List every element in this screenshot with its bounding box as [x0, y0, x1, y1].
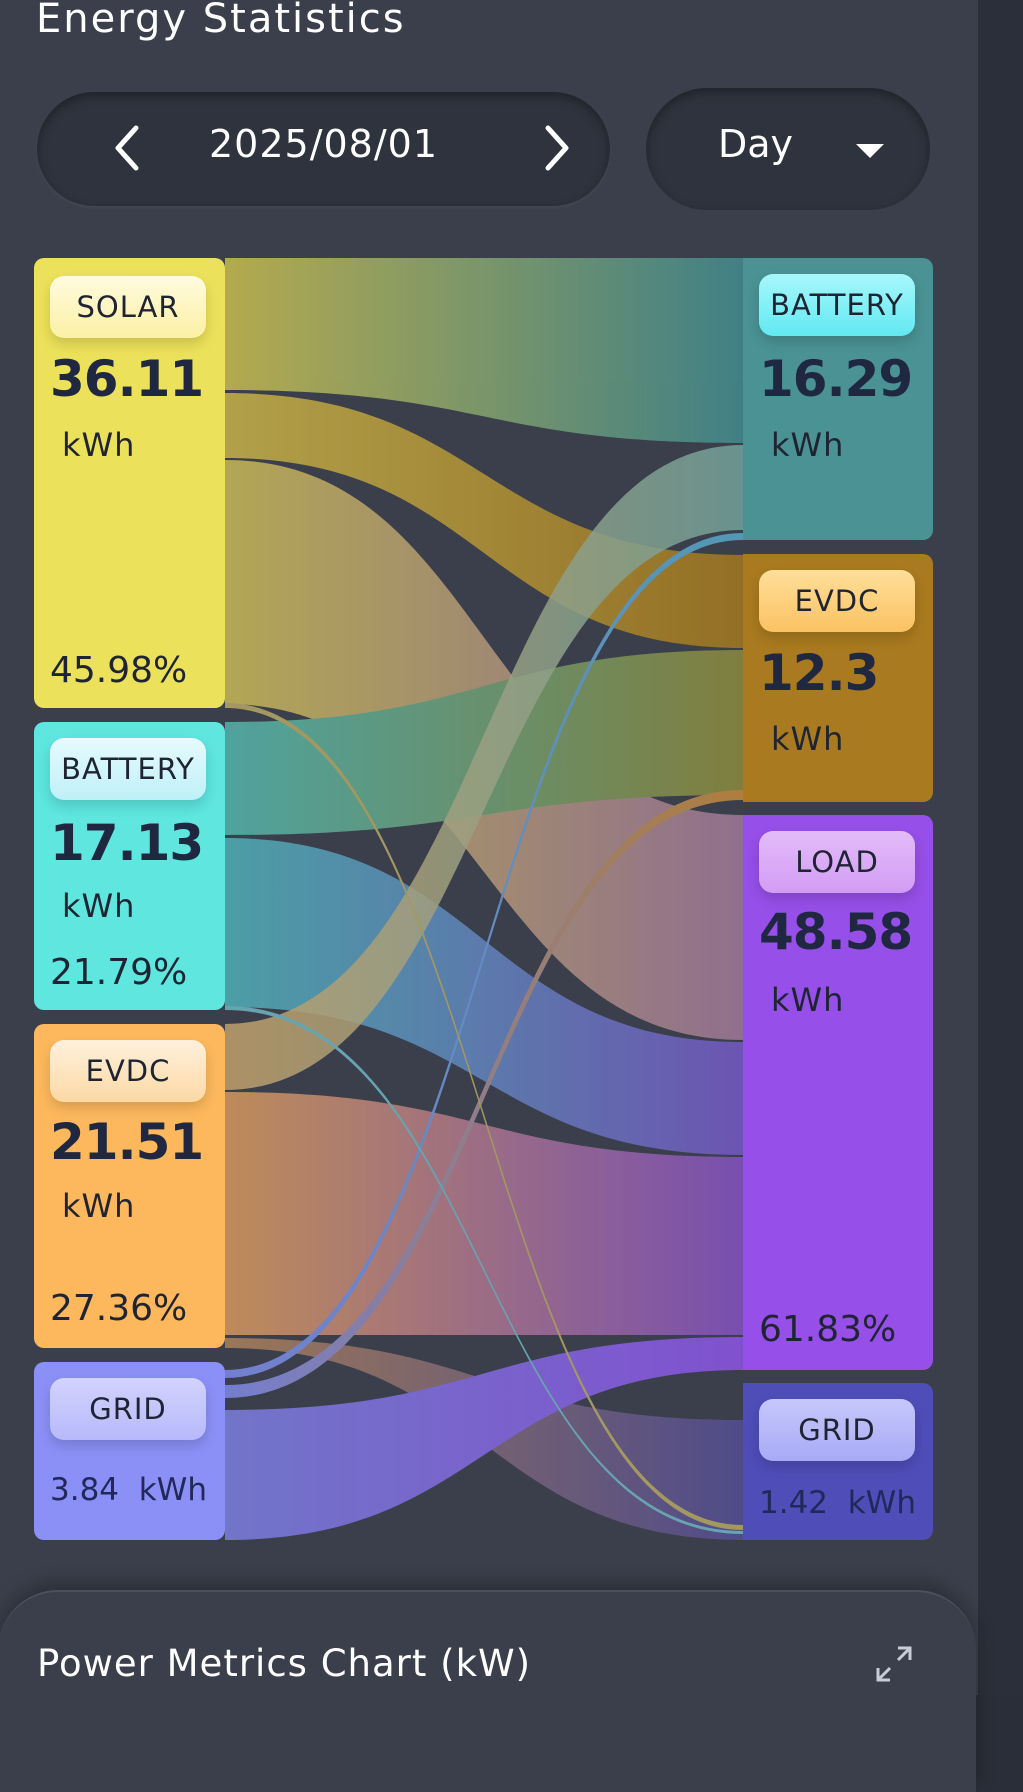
source-label-grid: GRID — [50, 1378, 206, 1440]
source-value-evdc: 21.51 — [50, 1113, 204, 1171]
prev-date-button[interactable] — [97, 116, 157, 180]
source-label-battery: BATTERY — [50, 738, 206, 800]
target-percent-load: 61.83% — [759, 1309, 897, 1350]
source-node-grid[interactable]: GRID 3.84 kWh — [34, 1362, 225, 1540]
flow-grid-battery — [225, 533, 743, 1378]
flow-solar-battery — [225, 258, 743, 443]
target-unit-load: kWh — [771, 981, 845, 1019]
target-value-battery: 16.29 — [759, 350, 913, 408]
source-unit-solar: kWh — [62, 426, 136, 464]
source-value-solar: 36.11 — [50, 350, 204, 408]
expand-button[interactable] — [874, 1644, 914, 1684]
next-date-button[interactable] — [527, 116, 587, 180]
target-unit-battery: kWh — [771, 426, 845, 464]
source-node-evdc[interactable]: EVDC 21.51 kWh 27.36% — [34, 1024, 225, 1348]
chevron-right-icon — [545, 125, 569, 171]
source-unit-evdc: kWh — [62, 1187, 136, 1225]
expand-icon — [876, 1646, 912, 1682]
source-percent-evdc: 27.36% — [50, 1288, 188, 1329]
caret-down-icon — [856, 144, 884, 158]
flow-evdc-load — [225, 1092, 743, 1335]
source-label-evdc: EVDC — [50, 1040, 206, 1102]
source-node-battery[interactable]: BATTERY 17.13 kWh 21.79% — [34, 722, 225, 1010]
target-node-load[interactable]: LOAD 48.58 kWh 61.83% — [743, 815, 933, 1370]
source-percent-solar: 45.98% — [50, 650, 188, 691]
target-label-battery: BATTERY — [759, 274, 915, 336]
target-value-evdc: 12.3 — [759, 644, 879, 702]
date-navigator: 2025/08/01 — [37, 92, 610, 206]
target-label-load: LOAD — [759, 831, 915, 893]
target-node-battery[interactable]: BATTERY 16.29 kWh — [743, 258, 933, 540]
power-metrics-title: Power Metrics Chart (kW) — [37, 1642, 532, 1685]
source-percent-battery: 21.79% — [50, 952, 188, 993]
source-unit-battery: kWh — [62, 887, 136, 925]
source-value-grid: 3.84 kWh — [50, 1472, 207, 1508]
target-value-grid: 1.42 kWh — [759, 1485, 916, 1521]
target-label-grid: GRID — [759, 1399, 915, 1461]
current-date[interactable]: 2025/08/01 — [208, 122, 439, 166]
flow-battery-load — [225, 838, 743, 1155]
flow-solar-grid — [225, 703, 743, 1530]
sankey-flows — [225, 258, 743, 1540]
flow-grid-evdc — [225, 790, 743, 1398]
chevron-left-icon — [115, 125, 139, 171]
page-title: Energy Statistics — [36, 0, 406, 42]
power-metrics-card: Power Metrics Chart (kW) — [0, 1590, 976, 1792]
target-node-evdc[interactable]: EVDC 12.3 kWh — [743, 554, 933, 802]
period-dropdown[interactable]: Day — [646, 88, 930, 210]
source-node-solar[interactable]: SOLAR 36.11 kWh 45.98% — [34, 258, 225, 708]
side-rail — [978, 0, 1023, 1695]
source-label-solar: SOLAR — [50, 276, 206, 338]
period-selected: Day — [718, 122, 794, 166]
target-unit-evdc: kWh — [771, 720, 845, 758]
target-value-load: 48.58 — [759, 903, 913, 961]
source-value-battery: 17.13 — [50, 814, 204, 872]
target-node-grid[interactable]: GRID 1.42 kWh — [743, 1383, 933, 1540]
flow-battery-grid — [225, 1006, 743, 1534]
flow-evdc-battery — [225, 445, 743, 1090]
flow-grid-load — [225, 1337, 743, 1540]
target-label-evdc: EVDC — [759, 570, 915, 632]
